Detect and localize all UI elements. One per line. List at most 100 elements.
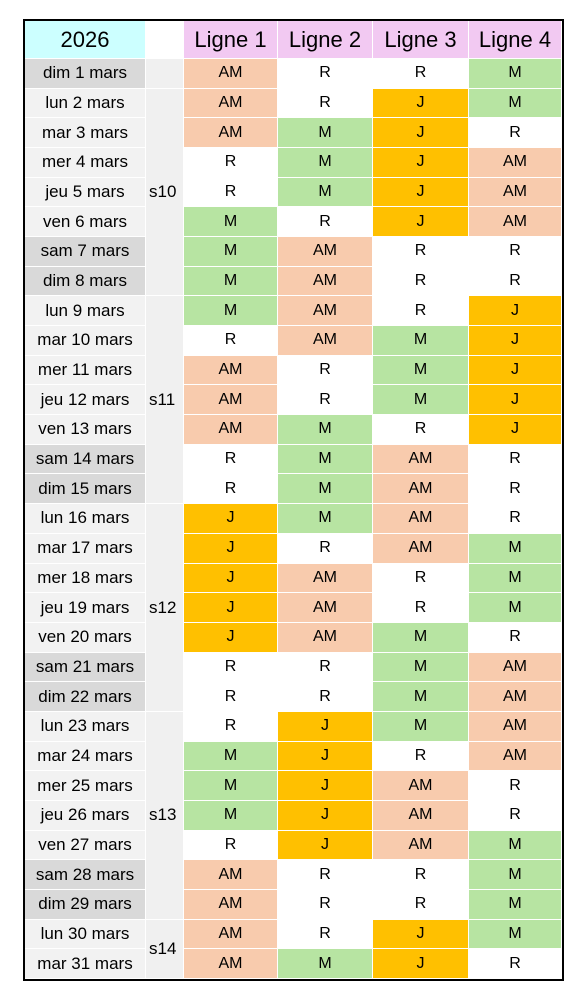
- date-cell: dim 8 mars: [25, 266, 146, 297]
- date-cell: lun 9 mars: [25, 296, 146, 327]
- date-cell: lun 2 mars: [25, 88, 146, 119]
- week-label: s12: [146, 504, 184, 712]
- shift-cell: M: [373, 326, 469, 356]
- shift-cell: M: [278, 415, 373, 445]
- week-label: s14: [146, 919, 184, 979]
- shift-cell: R: [373, 59, 469, 89]
- date-cell: jeu 26 mars: [25, 800, 146, 831]
- shift-cell: R: [469, 800, 562, 831]
- shift-cell: J: [278, 830, 373, 861]
- shift-cell: R: [184, 474, 278, 505]
- date-cell: sam 7 mars: [25, 237, 146, 267]
- shift-cell: M: [373, 355, 469, 386]
- shift-cell: J: [469, 415, 562, 445]
- line-header: Ligne 1: [184, 21, 278, 59]
- shift-cell: R: [373, 237, 469, 267]
- shift-cell: AM: [278, 593, 373, 623]
- shift-cell: R: [373, 563, 469, 594]
- shift-cell: J: [373, 177, 469, 208]
- shift-cell: M: [184, 207, 278, 238]
- date-cell: ven 6 mars: [25, 207, 146, 238]
- shift-cell: R: [184, 326, 278, 356]
- shift-cell: AM: [373, 474, 469, 505]
- shift-cell: R: [469, 237, 562, 267]
- shift-cell: AM: [469, 207, 562, 238]
- shift-cell: M: [184, 800, 278, 831]
- shift-cell: M: [278, 177, 373, 208]
- shift-cell: M: [373, 622, 469, 653]
- shift-cell: M: [469, 563, 562, 594]
- shift-cell: M: [373, 682, 469, 712]
- shift-cell: J: [278, 711, 373, 742]
- shift-cell: M: [278, 118, 373, 149]
- date-cell: dim 29 mars: [25, 889, 146, 920]
- shift-cell: R: [469, 444, 562, 475]
- shift-cell: J: [469, 296, 562, 327]
- shift-cell: M: [184, 266, 278, 297]
- shift-cell: AM: [278, 266, 373, 297]
- week-label: [146, 59, 184, 89]
- planning-table: 2026 Ligne 1 Ligne 2 Ligne 3 Ligne 4 dim 1 ma…: [23, 19, 564, 981]
- date-cell: mer 4 mars: [25, 148, 146, 178]
- date-cell: jeu 19 mars: [25, 593, 146, 623]
- shift-cell: R: [278, 355, 373, 386]
- shift-cell: J: [278, 771, 373, 801]
- shift-cell: R: [373, 296, 469, 327]
- date-cell: ven 13 mars: [25, 415, 146, 445]
- shift-cell: AM: [184, 385, 278, 416]
- shift-cell: AM: [278, 563, 373, 594]
- week-label: s10: [146, 88, 184, 297]
- date-cell: mar 31 mars: [25, 949, 146, 979]
- date-cell: dim 15 mars: [25, 474, 146, 505]
- shift-cell: M: [469, 593, 562, 623]
- shift-cell: R: [184, 652, 278, 683]
- shift-cell: R: [278, 207, 373, 238]
- shift-cell: J: [373, 949, 469, 979]
- shift-cell: R: [184, 682, 278, 712]
- shift-cell: R: [373, 889, 469, 920]
- shift-cell: J: [373, 88, 469, 119]
- date-cell: jeu 5 mars: [25, 177, 146, 208]
- shift-cell: AM: [184, 59, 278, 89]
- shift-cell: J: [373, 919, 469, 950]
- shift-cell: R: [278, 385, 373, 416]
- shift-cell: AM: [469, 148, 562, 178]
- shift-cell: J: [184, 622, 278, 653]
- shift-cell: M: [469, 919, 562, 950]
- shift-cell: J: [184, 533, 278, 564]
- shift-cell: R: [373, 860, 469, 890]
- week-label: s13: [146, 711, 184, 920]
- shift-cell: AM: [469, 682, 562, 712]
- shift-cell: R: [469, 266, 562, 297]
- shift-cell: J: [469, 326, 562, 356]
- date-cell: mar 10 mars: [25, 326, 146, 356]
- date-cell: ven 20 mars: [25, 622, 146, 653]
- shift-cell: M: [184, 771, 278, 801]
- shift-cell: J: [373, 118, 469, 149]
- shift-cell: AM: [278, 326, 373, 356]
- shift-cell: AM: [184, 88, 278, 119]
- shift-cell: R: [278, 682, 373, 712]
- week-label: s11: [146, 296, 184, 505]
- shift-cell: AM: [184, 355, 278, 386]
- date-cell: mer 25 mars: [25, 771, 146, 801]
- shift-cell: M: [278, 148, 373, 178]
- shift-cell: R: [278, 533, 373, 564]
- shift-cell: M: [184, 741, 278, 772]
- date-cell: dim 1 mars: [25, 59, 146, 89]
- shift-cell: M: [373, 385, 469, 416]
- shift-cell: AM: [184, 949, 278, 979]
- shift-cell: R: [278, 860, 373, 890]
- shift-cell: J: [184, 504, 278, 534]
- line-header: Ligne 4: [469, 21, 562, 59]
- shift-cell: R: [373, 593, 469, 623]
- date-cell: jeu 12 mars: [25, 385, 146, 416]
- shift-cell: AM: [469, 652, 562, 683]
- date-cell: mer 18 mars: [25, 563, 146, 594]
- shift-cell: M: [184, 296, 278, 327]
- date-cell: lun 30 mars: [25, 919, 146, 950]
- shift-cell: M: [278, 474, 373, 505]
- shift-cell: AM: [373, 533, 469, 564]
- shift-cell: AM: [373, 771, 469, 801]
- shift-cell: R: [469, 504, 562, 534]
